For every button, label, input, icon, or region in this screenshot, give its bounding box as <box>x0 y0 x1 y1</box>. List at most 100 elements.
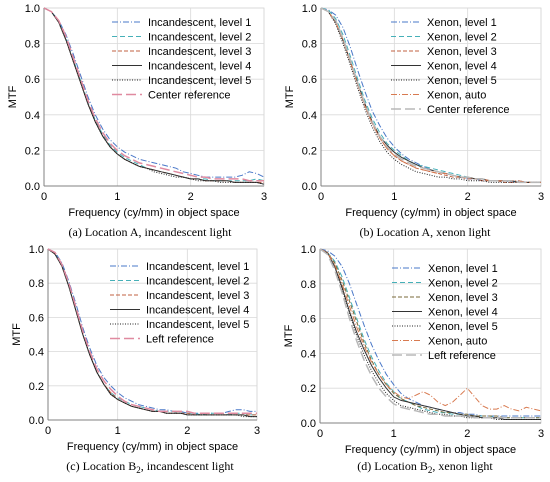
y-tick-label: 0.0 <box>302 181 317 193</box>
legend: Incandescent, level 1 Incandescent, level… <box>112 17 251 102</box>
y-tick-label: 0.8 <box>302 39 317 51</box>
x-tick-label: 0 <box>41 191 47 203</box>
x-axis-label: Frequency (cy/mm) in object space <box>345 444 516 456</box>
chart-panel: 0.0 0.2 0.4 0.6 0.8 1.0 0 1 2 3 Incandescent, leve… <box>7 3 267 239</box>
y-tick-label: 1.0 <box>29 244 44 256</box>
y-tick-label: 0.4 <box>301 348 316 360</box>
legend-label: Xenon, level 2 <box>427 32 497 44</box>
x-tick-label: 0 <box>318 191 324 203</box>
x-tick-label: 3 <box>538 428 544 440</box>
y-axis-label: MTF <box>7 85 19 108</box>
y-tick-label: 0.6 <box>302 74 317 86</box>
series-line <box>43 7 264 182</box>
legend-label: Xenon, level 3 <box>427 46 497 58</box>
series-line <box>47 248 257 418</box>
legend-label: Incandescent, level 2 <box>148 32 251 44</box>
legend-label: Incandescent, level 5 <box>146 319 249 331</box>
legend-label: Left reference <box>146 334 214 346</box>
legend-label: Xenon, level 1 <box>428 263 498 275</box>
panel-caption: (a) Location A, incandescent light <box>69 225 233 239</box>
y-axis-label: MTF <box>284 85 296 108</box>
y-tick-label: 1.0 <box>301 244 316 256</box>
y-tick-label: 1.0 <box>25 3 40 15</box>
x-tick-label: 1 <box>114 191 120 203</box>
series-line <box>319 248 541 419</box>
series-line <box>319 248 541 419</box>
y-tick-label: 0.0 <box>29 415 44 427</box>
y-tick-label: 0.2 <box>29 381 44 393</box>
legend-label: Incandescent, level 4 <box>148 61 251 73</box>
y-tick-label: 0.4 <box>302 110 317 122</box>
y-tick-label: 0.8 <box>29 278 44 290</box>
x-tick-label: 3 <box>261 191 267 203</box>
y-tick-label: 0.6 <box>301 314 316 326</box>
panel-caption: (d) Location B2, xenon light <box>357 459 493 475</box>
legend-label: Incandescent, level 2 <box>146 276 249 288</box>
x-tick-label: 1 <box>391 428 397 440</box>
legend-label: Incandescent, level 5 <box>148 75 251 87</box>
series-line <box>43 7 265 185</box>
x-tick-label: 2 <box>464 428 470 440</box>
y-tick-label: 0.6 <box>25 74 40 86</box>
legend-label: Incandescent, level 3 <box>148 46 251 58</box>
y-tick-label: 0.2 <box>301 383 316 395</box>
x-tick-label: 2 <box>184 425 190 437</box>
legend-label: Xenon, level 4 <box>428 307 498 319</box>
y-tick-label: 0.0 <box>25 181 40 193</box>
legend: Xenon, level 1 Xenon, level 2 Xenon, level… <box>392 263 498 362</box>
y-tick-label: 0.6 <box>29 312 44 324</box>
legend-label: Xenon, level 3 <box>428 292 498 304</box>
series-line <box>319 248 542 412</box>
x-tick-label: 2 <box>465 191 471 203</box>
legend-label: Left reference <box>428 350 496 362</box>
legend-label: Xenon, level 5 <box>427 75 497 87</box>
legend-label: Xenon, level 4 <box>427 61 497 73</box>
series-line <box>320 7 541 183</box>
x-tick-label: 1 <box>115 425 121 437</box>
legend-label: Xenon, level 5 <box>428 321 498 333</box>
plot-area <box>43 7 265 187</box>
series-line <box>47 248 257 414</box>
x-tick-label: 3 <box>538 191 544 203</box>
plot-area <box>319 248 542 424</box>
legend: Xenon, level 1 Xenon, level 2 Xenon, level… <box>391 17 510 116</box>
legend-label: Incandescent, level 1 <box>146 261 249 273</box>
legend-label: Xenon, auto <box>427 90 486 102</box>
y-tick-label: 0.4 <box>25 110 40 122</box>
x-axis-label: Frequency (cy/mm) in object space <box>68 207 239 219</box>
x-tick-label: 0 <box>317 428 323 440</box>
y-tick-label: 0.2 <box>302 145 317 157</box>
legend-label: Incandescent, level 4 <box>146 305 249 317</box>
y-tick-label: 0.2 <box>25 145 40 157</box>
series-line <box>320 7 541 184</box>
y-axis-label: MTF <box>11 323 23 346</box>
panel-caption: (c) Location B2, incandescent light <box>66 459 234 475</box>
x-axis-label: Frequency (cy/mm) in object space <box>67 441 238 453</box>
y-tick-label: 0.4 <box>29 347 44 359</box>
legend-label: Incandescent, level 3 <box>146 290 249 302</box>
legend: Incandescent, level 1 Incandescent, level… <box>110 261 249 346</box>
x-tick-label: 0 <box>45 425 51 437</box>
panel-caption: (b) Location A, xenon light <box>360 225 492 239</box>
x-tick-label: 3 <box>254 425 260 437</box>
y-tick-label: 1.0 <box>302 3 317 15</box>
x-tick-label: 2 <box>188 191 194 203</box>
series-line <box>319 248 541 420</box>
legend-label: Center reference <box>427 104 510 116</box>
legend-label: Incandescent, level 1 <box>148 17 251 29</box>
series-line <box>43 7 265 178</box>
legend-label: Xenon, auto <box>428 336 487 348</box>
x-axis-label: Frequency (cy/mm) in object space <box>345 207 516 219</box>
y-tick-label: 0.8 <box>301 279 316 291</box>
y-axis-label: MTF <box>283 324 295 347</box>
y-tick-label: 0.8 <box>25 39 40 51</box>
chart-panel: 0.0 0.2 0.4 0.6 0.8 1.0 0 1 2 3 Incandescent, leve… <box>11 244 260 475</box>
legend-label: Xenon, level 2 <box>428 278 498 290</box>
legend-label: Center reference <box>148 90 231 102</box>
y-tick-label: 0.0 <box>301 418 316 430</box>
legend-label: Xenon, level 1 <box>427 17 497 29</box>
x-tick-label: 1 <box>391 191 397 203</box>
